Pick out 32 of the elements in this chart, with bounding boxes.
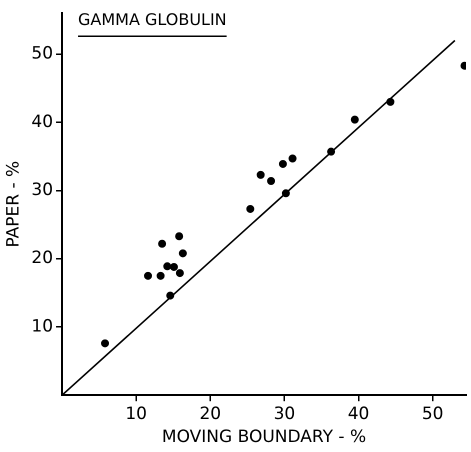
x-tick-label: 30 [274,404,296,424]
point [156,272,165,280]
point [350,116,359,124]
y-axis-title: PAPER - % [4,160,24,248]
point [144,272,152,280]
point [256,170,265,179]
point [278,160,287,168]
point [176,269,184,278]
point [288,154,297,162]
point [178,249,187,258]
y-tick-label: 30 [31,180,54,200]
x-tick-label: 50 [422,404,444,424]
point [246,204,254,213]
point [170,262,178,271]
y-tick-label: 40 [31,112,54,132]
point [175,232,184,240]
x-tick-label: 10 [125,404,147,424]
x-tick-label: 20 [199,404,222,424]
x-axis-title: MOVING BOUNDARY - % [162,427,366,448]
y-tick-label: 20 [31,248,54,268]
y-tick-label: 10 [31,316,54,336]
y-tick-label: 50 [31,44,54,64]
point [327,148,336,156]
point [282,189,290,198]
point [158,240,166,248]
x-tick-label: 40 [348,404,370,424]
point [166,292,174,300]
point [267,177,276,186]
point [386,98,394,106]
point [101,339,110,348]
point [163,262,172,270]
chart-title: GAMMA GLOBULIN [78,10,227,30]
